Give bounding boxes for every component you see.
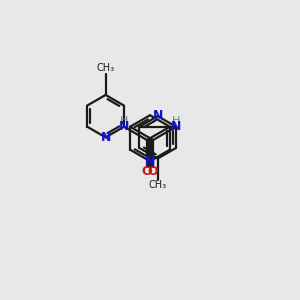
Text: N: N [152, 109, 163, 122]
Text: CH₃: CH₃ [148, 180, 167, 190]
Text: O: O [142, 165, 152, 178]
Text: H: H [172, 116, 180, 126]
Text: CH₃: CH₃ [97, 63, 115, 74]
Text: N: N [145, 155, 155, 168]
Text: N: N [119, 120, 129, 133]
Text: O: O [148, 165, 158, 178]
Text: N: N [171, 120, 181, 133]
Text: N: N [100, 131, 111, 144]
Text: H: H [120, 116, 128, 126]
